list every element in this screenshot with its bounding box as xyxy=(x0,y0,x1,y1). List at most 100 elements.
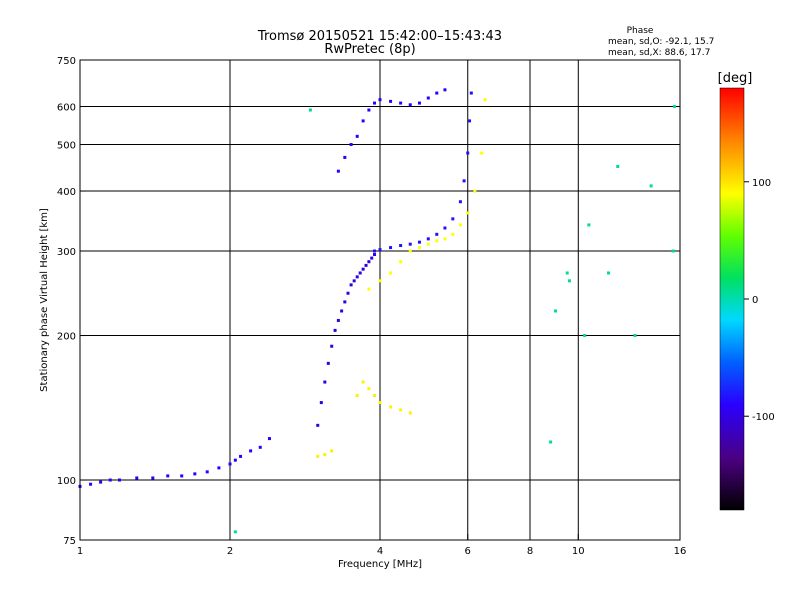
colorbar-ticks: 100 0 -100 xyxy=(744,178,775,423)
data-point xyxy=(349,143,353,147)
data-point xyxy=(166,474,170,478)
data-point xyxy=(89,482,93,486)
data-point xyxy=(443,226,447,230)
data-point xyxy=(633,334,637,338)
data-point xyxy=(616,164,620,168)
data-point xyxy=(378,248,382,252)
data-point xyxy=(373,394,377,398)
data-point xyxy=(99,480,103,484)
data-point xyxy=(671,249,675,253)
x-axis-label: Frequency [MHz] xyxy=(338,559,422,570)
data-point xyxy=(468,119,472,123)
y-tick-label: 100 xyxy=(57,476,76,487)
data-point xyxy=(466,151,470,155)
data-point xyxy=(373,101,377,105)
data-point xyxy=(443,88,447,92)
data-point xyxy=(673,105,677,109)
data-point xyxy=(349,283,353,287)
data-point xyxy=(583,334,587,338)
data-point xyxy=(352,279,356,283)
data-point xyxy=(364,263,368,267)
data-point xyxy=(553,309,557,313)
data-point xyxy=(228,462,232,466)
data-point xyxy=(378,279,382,283)
data-point xyxy=(367,287,371,291)
data-point xyxy=(323,380,327,384)
data-point xyxy=(399,101,403,105)
y-tick-label: 600 xyxy=(57,103,76,114)
y-tick-label: 400 xyxy=(57,187,76,198)
data-point xyxy=(319,401,323,405)
x-tick-label: 1 xyxy=(77,546,83,557)
data-point xyxy=(330,449,334,453)
colorbar-tick-label: 0 xyxy=(752,295,758,306)
data-point xyxy=(346,291,350,295)
data-point xyxy=(343,155,347,159)
data-point xyxy=(267,437,271,441)
data-point xyxy=(458,223,462,227)
phase-x-stats: mean, sd,X: 88.6, 17.7 xyxy=(608,48,710,58)
data-point xyxy=(336,169,340,173)
data-point xyxy=(378,401,382,405)
data-point xyxy=(567,279,571,283)
data-point xyxy=(308,108,312,112)
data-point xyxy=(333,328,337,332)
chart-subtitle: RwPretec (8p) xyxy=(324,42,415,57)
data-point xyxy=(483,98,487,102)
y-tick-label: 200 xyxy=(57,332,76,343)
data-point xyxy=(249,449,253,453)
data-point xyxy=(565,271,569,275)
data-point xyxy=(451,217,455,221)
data-point xyxy=(426,237,430,241)
x-tick-label: 4 xyxy=(377,546,383,557)
data-point xyxy=(180,474,184,478)
y-axis-label: Stationary phase Virtual Height [km] xyxy=(39,208,50,392)
data-point xyxy=(435,232,439,236)
colorbar-tick-label: -100 xyxy=(752,412,775,423)
data-point xyxy=(355,275,359,279)
data-point xyxy=(443,237,447,241)
data-point xyxy=(239,454,243,458)
data-point xyxy=(417,101,421,105)
data-point xyxy=(135,476,139,480)
colorbar xyxy=(719,87,745,511)
data-point xyxy=(408,411,412,415)
x-tick-label: 16 xyxy=(674,546,687,557)
grid-lines xyxy=(80,60,680,540)
data-point xyxy=(316,454,320,458)
data-point xyxy=(469,91,473,95)
data-point xyxy=(408,242,412,246)
data-point xyxy=(607,271,611,275)
data-point xyxy=(336,318,340,322)
data-point xyxy=(399,260,403,264)
data-point xyxy=(361,380,365,384)
data-point xyxy=(451,232,455,236)
data-point xyxy=(480,151,484,155)
data-point xyxy=(408,103,412,107)
data-point xyxy=(233,530,237,534)
data-point xyxy=(355,394,359,398)
data-point xyxy=(399,244,403,248)
data-point xyxy=(389,99,393,103)
data-point xyxy=(649,184,653,188)
y-tick-label: 750 xyxy=(57,56,76,67)
data-points xyxy=(78,88,677,534)
data-point xyxy=(462,179,466,183)
x-tick-label: 2 xyxy=(227,546,233,557)
y-tick-label: 75 xyxy=(63,536,76,547)
chart-title: Tromsø 20150521 15:42:00–15:43:43 xyxy=(257,29,502,44)
data-point xyxy=(361,267,365,271)
data-point xyxy=(389,271,393,275)
data-point xyxy=(326,361,330,365)
data-point xyxy=(340,309,344,313)
y-tick-label: 500 xyxy=(57,141,76,152)
x-tick-label: 6 xyxy=(465,546,471,557)
data-point xyxy=(233,458,237,462)
colorbar-unit-label: [deg] xyxy=(718,71,753,86)
y-tick-label: 300 xyxy=(57,247,76,258)
x-tick-label: 10 xyxy=(572,546,585,557)
data-point xyxy=(587,223,591,227)
data-point xyxy=(417,240,421,244)
data-point xyxy=(193,472,197,476)
